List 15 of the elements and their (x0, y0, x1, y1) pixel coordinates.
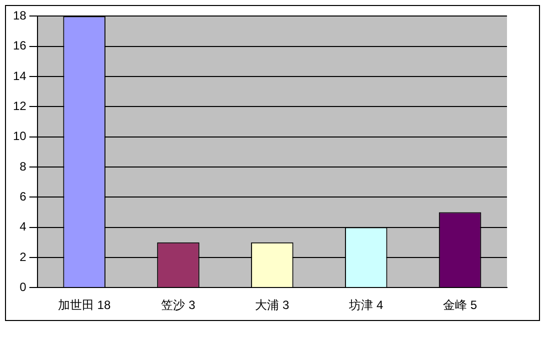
y-tick-label: 10 (12, 129, 27, 144)
x-tick-label: 金峰 5 (443, 298, 478, 312)
y-tick-label: 8 (20, 159, 27, 174)
y-tick-label: 2 (20, 250, 27, 264)
y-tick-label: 0 (20, 280, 27, 294)
y-tick-label: 12 (12, 98, 27, 113)
y-tick-label: 4 (20, 220, 27, 234)
y-tick-label: 14 (12, 68, 27, 83)
y-tick-label: 6 (20, 189, 27, 204)
y-tick-label: 18 (12, 8, 27, 23)
x-tick-label: 加世田 18 (58, 298, 111, 312)
x-tick-label: 坊津 4 (348, 298, 384, 312)
x-tick-label: 大浦 3 (255, 298, 290, 312)
y-tick-label: 16 (12, 38, 27, 53)
x-tick-label: 笠沙 3 (161, 298, 196, 312)
